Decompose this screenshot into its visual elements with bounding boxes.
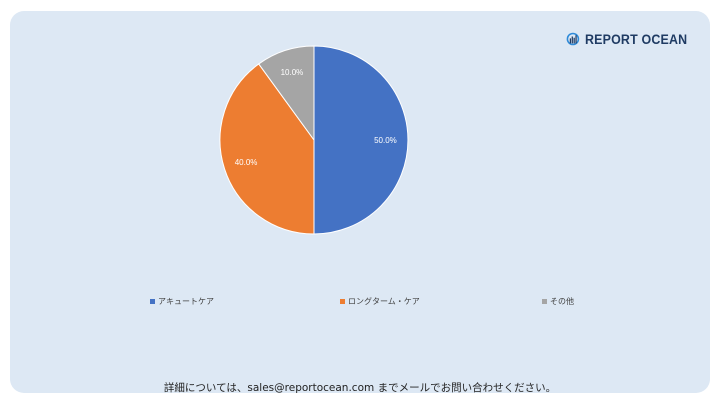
pie-slice-long-term-care	[219, 63, 315, 235]
legend-label: アキュートケア	[158, 297, 214, 306]
legend-label: その他	[550, 297, 574, 306]
legend-item-other: その他	[542, 296, 574, 307]
legend-swatch	[542, 299, 547, 304]
pie-slice-other	[258, 45, 315, 142]
brand-logo: REPORT OCEAN	[566, 27, 696, 51]
data-label-other: 10.0%	[281, 68, 304, 77]
legend-label: ロングターム・ケア	[348, 297, 420, 306]
legend-swatch	[340, 299, 345, 304]
report-ocean-logo-icon	[566, 32, 580, 46]
data-label-acute-care: 50.0%	[374, 136, 397, 145]
legend-item-acute-care: アキュートケア	[150, 296, 214, 307]
legend-swatch	[150, 299, 155, 304]
data-label-long-term-care: 40.0%	[235, 158, 258, 167]
footer-contact-text: 詳細については、sales@reportocean.com までメールでお問い合…	[163, 382, 557, 394]
legend-item-long-term-care: ロングターム・ケア	[340, 296, 420, 307]
pie-slice-acute-care	[313, 45, 409, 235]
logo-text: REPORT OCEAN	[584, 31, 688, 47]
